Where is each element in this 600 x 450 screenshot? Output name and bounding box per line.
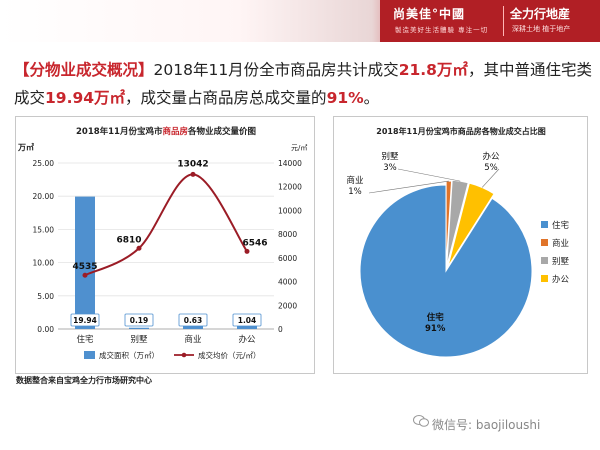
brand-logo-quanlixing: 全力行地産 — [510, 7, 571, 21]
y-right-tick-label: 10000 — [278, 206, 302, 215]
x-tick-label: 别墅 — [130, 334, 148, 345]
legend-line-marker — [181, 352, 187, 358]
chart-title: 2018年11月份宝鸡市商品房各物业成交量价图 — [76, 126, 256, 137]
brand-logo-shangmeijia: 尚美佳°中國 — [393, 7, 466, 21]
headline-text-2: ，其中普通住宅类成交 — [14, 61, 592, 107]
pie-slice-住宅 — [359, 184, 533, 358]
pie-slice-label: 别墅 3% — [381, 151, 399, 173]
legend-label: 办公 — [552, 274, 570, 285]
wechat-icon — [413, 415, 429, 427]
legend-swatch-商业 — [541, 239, 548, 246]
legend-line-label: 成交均价（元/㎡） — [198, 350, 261, 360]
y-right-tick-label: 4000 — [278, 278, 297, 287]
legend-swatch-办公 — [541, 275, 548, 282]
bar-value-box — [124, 313, 154, 327]
x-tick-label: 办公 — [238, 334, 256, 345]
legend-swatch-住宅 — [541, 221, 548, 228]
headline-text-1: 2018年11月份全市商品房共计成交 — [153, 61, 399, 79]
headline-text-3: ，成交量占商品房总成交量的 — [125, 89, 327, 107]
pie-slice-商业 — [445, 180, 453, 268]
share-pie-chart: 2018年11月份宝鸡市商品房各物业成交占比图 住宅 91% 商业 1% 别墅 3% 办公 5… — [346, 126, 570, 358]
y-left-tick-label: 0.00 — [37, 325, 54, 334]
bar-value-label: 1.04 — [238, 316, 257, 325]
y-right-tick-label: 8000 — [278, 230, 297, 239]
y-left-tick-label: 10.00 — [33, 259, 55, 268]
section-tag: 【分物业成交概况】 — [14, 61, 154, 79]
pie-leader-line — [368, 180, 449, 194]
price-point — [244, 248, 250, 254]
y-right-tick-label: 6000 — [278, 254, 297, 263]
bar-商业 — [183, 324, 203, 329]
pie-chart-title: 2018年11月份宝鸡市商品房各物业成交占比图 — [376, 126, 545, 136]
pie-slice-label: 办公 5% — [482, 151, 500, 173]
pie-leader-line — [481, 168, 500, 188]
bar-value-label: 0.63 — [184, 316, 203, 325]
summary-headline: 【分物业成交概况】2018年11月份全市商品房共计成交21.8万㎡，其中普通住宅… — [14, 56, 594, 112]
price-label: 13042 — [177, 159, 208, 169]
headline-residential-area: 19.94万㎡ — [45, 89, 126, 107]
price-point — [82, 272, 88, 278]
y-left-tick-label: 20.00 — [33, 192, 55, 201]
chart-title-highlight: 商品房 — [162, 126, 188, 137]
y-right-axis-label: 元/㎡ — [291, 144, 307, 152]
data-source-note: 数据整合来自宝鸡全力行市场研究中心 — [16, 376, 152, 385]
price-label: 4535 — [72, 262, 97, 272]
x-tick-label: 商业 — [184, 334, 201, 345]
legend-bar-label: 成交面积（万㎡） — [99, 350, 159, 360]
chart-title-post: 各物业成交量价图 — [187, 126, 256, 137]
bar-value-box — [232, 313, 262, 327]
headline-share: 91% — [326, 89, 364, 107]
banner-brand-area — [380, 0, 600, 42]
pie-slice-别墅 — [446, 179, 469, 267]
bar-住宅 — [75, 196, 95, 329]
y-left-tick-label: 5.00 — [37, 292, 54, 301]
x-tick-label: 住宅 — [76, 334, 93, 345]
y-right-tick-label: 14000 — [278, 159, 302, 168]
headline-total-area: 21.8万㎡ — [398, 61, 468, 79]
legend-bar-swatch — [84, 351, 95, 359]
volume-price-chart-panel: 2018年11月份宝鸡市商品房各物业成交量价图 万㎡ 元/㎡ 0.00 5.00 1… — [15, 116, 315, 374]
y-right-tick-label: 2000 — [278, 301, 297, 310]
bar-value-box — [178, 313, 208, 327]
price-point — [136, 245, 142, 251]
y-left-tick-label: 15.00 — [33, 225, 55, 234]
legend-label: 住宅 — [552, 220, 569, 231]
share-pie-chart-panel: 2018年11月份宝鸡市商品房各物业成交占比图 住宅 91% 商业 1% 别墅 3% 办公 5… — [333, 116, 588, 374]
y-left-axis-label: 万㎡ — [17, 142, 34, 152]
price-label: 6810 — [116, 235, 141, 245]
brand-slogan-quanlixing: 深耕土地 植于地产 — [512, 25, 571, 33]
y-right-tick-label: 12000 — [278, 183, 302, 192]
bar-value-label: 19.94 — [73, 316, 97, 325]
pie-leader-line — [397, 168, 461, 182]
top-banner: 尚美佳°中國 製造美好生活體驗 專注一切 全力行地産 深耕土地 植于地产 — [0, 0, 600, 42]
legend-label: 商业 — [552, 238, 569, 249]
bar-value-box — [70, 313, 100, 327]
volume-price-chart: 2018年11月份宝鸡市商品房各物业成交量价图 万㎡ 元/㎡ 0.00 5.00 1… — [17, 126, 307, 360]
price-point — [190, 171, 196, 177]
chart-title-pre: 2018年11月份宝鸡市 — [76, 126, 163, 137]
bar-value-label: 0.19 — [130, 316, 149, 325]
legend-label: 别墅 — [552, 256, 570, 267]
price-line — [84, 173, 248, 277]
wechat-watermark: 微信号: baojiloushi — [432, 418, 541, 432]
brand-divider — [503, 6, 504, 36]
bar-别墅 — [129, 327, 149, 329]
y-right-tick-label: 0 — [278, 325, 283, 334]
y-left-tick-label: 25.00 — [33, 159, 55, 168]
price-label: 6546 — [242, 238, 267, 248]
pie-slice-label: 商业 1% — [346, 175, 363, 197]
headline-text-4: 。 — [363, 89, 380, 107]
pie-slice-label: 住宅 91% — [425, 312, 446, 334]
legend-swatch-别墅 — [541, 257, 548, 264]
brand-slogan-shangmeijia: 製造美好生活體驗 專注一切 — [395, 26, 489, 34]
